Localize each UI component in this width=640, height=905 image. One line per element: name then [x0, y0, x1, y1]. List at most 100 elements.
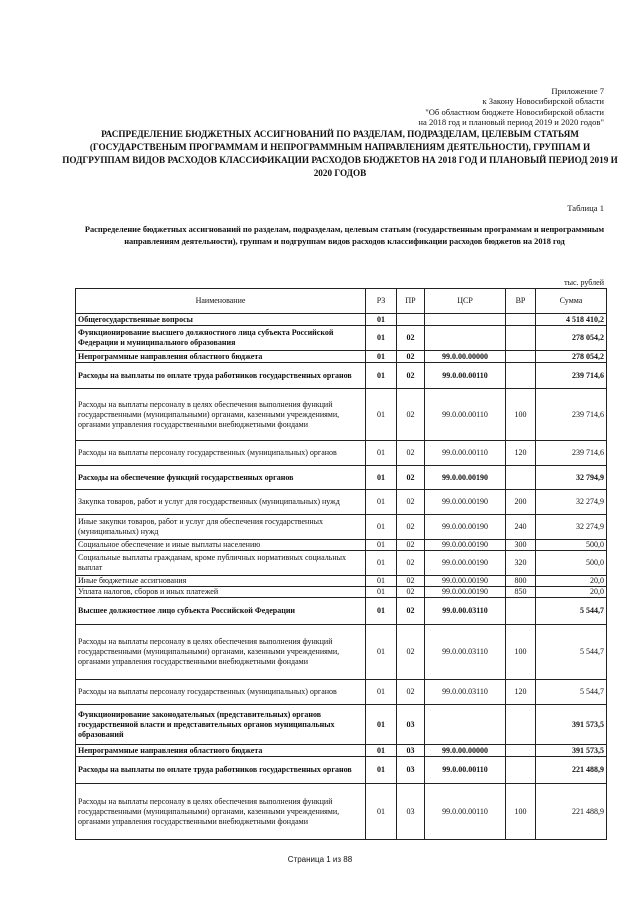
cell-name: Функционирование высшего должностного ли…: [75, 325, 366, 351]
table-row: Расходы на выплаты персоналу в целях обе…: [75, 388, 607, 441]
cell-rz: 01: [365, 586, 397, 598]
document-title: РАСПРЕДЕЛЕНИЕ БЮДЖЕТНЫХ АССИГНОВАНИЙ ПО …: [62, 129, 618, 178]
cell-sum: 20,0: [535, 586, 607, 598]
table-row: Расходы на выплаты по оплате труда работ…: [75, 362, 607, 389]
table-row: Иные бюджетные ассигнования 01 02 99.0.00.0…: [75, 575, 607, 587]
cell-name: Расходы на выплаты по оплате труда работ…: [75, 362, 366, 389]
cell-sum: 32 794,9: [535, 465, 607, 490]
cell-pr: 02: [396, 539, 425, 551]
cell-csr: 99.0.00.00000: [424, 744, 506, 757]
cell-sum: 278 054,2: [535, 350, 607, 363]
cell-pr: 02: [396, 514, 425, 540]
cell-sum: 500,0: [535, 550, 607, 576]
cell-vr: [505, 325, 536, 351]
cell-pr: 02: [396, 325, 425, 351]
cell-csr: 99.0.00.00190: [424, 575, 506, 587]
appendix-line: к Закону Новосибирской области: [482, 96, 604, 107]
cell-vr: 800: [505, 575, 536, 587]
table-row: Иные закупки товаров, работ и услуг для …: [75, 514, 607, 540]
table-header-row: Наименование РЗ ПР ЦСР ВР Сумма: [75, 288, 607, 314]
cell-csr: [424, 704, 506, 745]
cell-name: Непрограммные направления областного бюд…: [75, 744, 366, 757]
table-row: Функционирование законодательных (предст…: [75, 704, 607, 745]
cell-csr: 99.0.00.00190: [424, 586, 506, 598]
cell-name: Расходы на выплаты персоналу в целях обе…: [75, 388, 366, 441]
header-pr: ПР: [396, 288, 425, 314]
cell-vr: 100: [505, 624, 536, 680]
table-row: Расходы на выплаты персоналу в целях обе…: [75, 624, 607, 680]
table-row: Социальные выплаты гражданам, кроме публ…: [75, 550, 607, 576]
budget-table: Наименование РЗ ПР ЦСР ВР Сумма Общегосу…: [75, 288, 607, 840]
cell-vr: 240: [505, 514, 536, 540]
cell-csr: 99.0.00.00190: [424, 514, 506, 540]
cell-csr: 99.0.00.03110: [424, 597, 506, 625]
cell-pr: 02: [396, 489, 425, 515]
cell-pr: 02: [396, 550, 425, 576]
cell-rz: 01: [365, 756, 397, 784]
table-row: Расходы на обеспечение функций государст…: [75, 465, 607, 490]
cell-pr: 03: [396, 783, 425, 840]
cell-pr: [396, 313, 425, 326]
cell-pr: 03: [396, 756, 425, 784]
cell-name: Иные закупки товаров, работ и услуг для …: [75, 514, 366, 540]
units-label: тыс. рублей: [564, 278, 604, 287]
cell-sum: 500,0: [535, 539, 607, 551]
cell-sum: 32 274,9: [535, 489, 607, 515]
cell-rz: 01: [365, 704, 397, 745]
cell-name: Расходы на выплаты персоналу государстве…: [75, 679, 366, 705]
table-row: Высшее должностное лицо субъекта Российс…: [75, 597, 607, 625]
cell-pr: 02: [396, 440, 425, 466]
header-name: Наименование: [75, 288, 366, 314]
cell-csr: 99.0.00.00110: [424, 388, 506, 441]
appendix-line: "Об областном бюджете Новосибирской обла…: [425, 106, 604, 117]
cell-vr: 200: [505, 489, 536, 515]
cell-sum: 5 544,7: [535, 624, 607, 680]
cell-pr: 02: [396, 465, 425, 490]
cell-vr: [505, 744, 536, 757]
page-number: Страница 1 из 88: [287, 855, 353, 864]
cell-rz: 01: [365, 679, 397, 705]
cell-vr: 300: [505, 539, 536, 551]
cell-sum: 4 518 410,2: [535, 313, 607, 326]
cell-rz: 01: [365, 489, 397, 515]
cell-name: Иные бюджетные ассигнования: [75, 575, 366, 587]
cell-rz: 01: [365, 539, 397, 551]
cell-sum: 5 544,7: [535, 597, 607, 625]
cell-sum: 221 488,9: [535, 756, 607, 784]
cell-pr: 03: [396, 704, 425, 745]
table-row: Расходы на выплаты персоналу государстве…: [75, 440, 607, 466]
cell-name: Высшее должностное лицо субъекта Российс…: [75, 597, 366, 625]
cell-csr: 99.0.00.00190: [424, 539, 506, 551]
cell-rz: 01: [365, 744, 397, 757]
cell-rz: 01: [365, 388, 397, 441]
cell-name: Социальное обеспечение и иные выплаты на…: [75, 539, 366, 551]
cell-pr: 02: [396, 575, 425, 587]
cell-csr: [424, 325, 506, 351]
appendix-line: на 2018 год и плановый период 2019 и 202…: [418, 117, 604, 128]
cell-vr: [505, 704, 536, 745]
cell-name: Расходы на выплаты персоналу в целях обе…: [75, 624, 366, 680]
cell-name: Расходы на выплаты персоналу в целях обе…: [75, 783, 366, 840]
cell-csr: [424, 313, 506, 326]
cell-pr: 02: [396, 362, 425, 389]
cell-vr: [505, 756, 536, 784]
cell-rz: 01: [365, 325, 397, 351]
cell-csr: 99.0.00.00110: [424, 783, 506, 840]
cell-pr: 02: [396, 388, 425, 441]
cell-sum: 239 714,6: [535, 440, 607, 466]
header-csr: ЦСР: [424, 288, 506, 314]
cell-vr: [505, 465, 536, 490]
cell-rz: 01: [365, 440, 397, 466]
cell-name: Закупка товаров, работ и услуг для госуд…: [75, 489, 366, 515]
cell-sum: 391 573,5: [535, 704, 607, 745]
cell-pr: 02: [396, 586, 425, 598]
cell-sum: 391 573,5: [535, 744, 607, 757]
table-row: Непрограммные направления областного бюд…: [75, 350, 607, 363]
cell-rz: 01: [365, 624, 397, 680]
table-row: Функционирование высшего должностного ли…: [75, 325, 607, 351]
cell-rz: 01: [365, 313, 397, 326]
cell-vr: 850: [505, 586, 536, 598]
cell-sum: 239 714,6: [535, 362, 607, 389]
table-row: Общегосударственные вопросы 01 4 518 410,2: [75, 313, 607, 326]
cell-rz: 01: [365, 575, 397, 587]
